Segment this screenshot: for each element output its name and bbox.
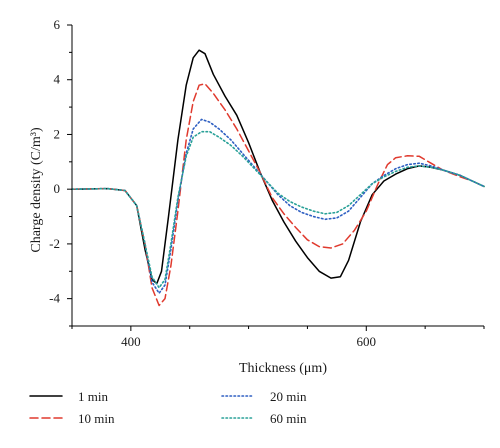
axes: -4 -2 0 2 4 6 400 600 [49, 17, 485, 349]
series-line-1 [71, 49, 485, 285]
y-tick-label: 2 [54, 126, 61, 141]
x-axis-title: Thickness (μm) [239, 361, 327, 376]
plot-area [71, 49, 485, 307]
y-tick-label: -4 [49, 291, 60, 306]
legend-label-4: 60 min [270, 411, 307, 426]
legend: 1 min 10 min 20 min 60 min [29, 389, 307, 426]
y-tick-label: 0 [54, 181, 61, 196]
y-axis-title: Charge density (C/m³) [29, 127, 44, 253]
y-tick-label: -2 [49, 236, 60, 251]
series-line-3 [71, 118, 485, 294]
series-line-4 [71, 130, 485, 289]
x-tick-label: 400 [121, 334, 141, 349]
y-tick-label: 6 [54, 17, 61, 32]
legend-label-3: 20 min [270, 389, 307, 404]
y-tick-label: 4 [54, 72, 61, 87]
legend-label-1: 1 min [78, 389, 108, 404]
x-tick-label: 600 [357, 334, 377, 349]
series-line-2 [71, 83, 485, 307]
legend-label-2: 10 min [78, 411, 115, 426]
